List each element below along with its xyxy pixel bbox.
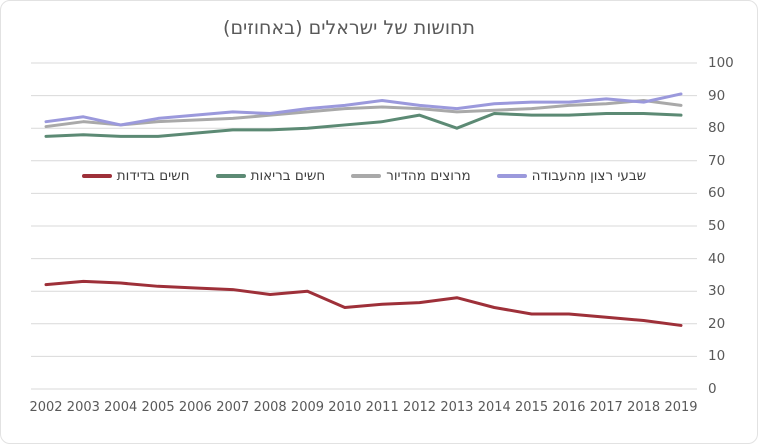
legend-swatch <box>351 174 382 178</box>
x-tick-label: 2007 <box>216 400 250 415</box>
x-tick-label: 2011 <box>365 400 399 415</box>
y-tick-label: 40 <box>708 250 726 267</box>
legend-item: חשים בדידות <box>81 168 190 184</box>
x-tick-label: 2002 <box>29 400 63 415</box>
legend-item: מרוצים מהדיור <box>351 168 471 184</box>
y-tick-label: 0 <box>708 381 717 397</box>
legend-label: חשים בדידות <box>116 168 190 184</box>
x-tick-label: 2019 <box>664 400 698 415</box>
y-tick-label: 10 <box>708 348 726 365</box>
legend-label: מרוצים מהדיור <box>386 168 471 184</box>
y-tick-label: 50 <box>708 218 726 234</box>
x-tick-label: 2010 <box>328 400 362 415</box>
x-tick-label: 2014 <box>477 400 511 415</box>
x-tick-label: 2006 <box>178 400 212 415</box>
legend-item: שבעי רצון מהעבודה <box>496 168 647 184</box>
x-tick-label: 2018 <box>627 400 661 415</box>
x-tick-label: 2017 <box>589 400 623 415</box>
y-tick-label: 90 <box>708 87 726 104</box>
series-line <box>44 112 683 138</box>
legend-swatch <box>496 174 527 178</box>
plot-area <box>31 62 697 390</box>
x-tick-label: 2012 <box>402 400 437 415</box>
y-tick-label: 70 <box>708 152 726 169</box>
x-tick-label: 2004 <box>104 400 138 415</box>
x-tick-label: 2016 <box>552 400 586 415</box>
x-tick-label: 2009 <box>290 400 325 415</box>
y-tick-label: 80 <box>708 120 726 137</box>
legend-swatch <box>215 174 246 178</box>
y-tick-label: 20 <box>708 315 726 332</box>
x-tick-label: 2013 <box>440 400 474 415</box>
x-tick-label: 2005 <box>141 400 175 415</box>
x-tick-label: 2015 <box>515 400 549 415</box>
y-axis: 0 10 20 30 40 50 60 70 80 90 100 <box>708 1 752 443</box>
series-line <box>44 98 683 129</box>
series-line <box>44 92 683 127</box>
y-tick-label: 30 <box>708 283 726 300</box>
series-line <box>44 279 683 327</box>
legend-label: שבעי רצון מהעבודה <box>531 168 647 184</box>
legend-label: חשים בריאות <box>250 168 326 184</box>
legend: חשים בדידות חשים בריאות מרוצים מהדיור שבעי … <box>31 168 697 184</box>
x-tick-label: 2003 <box>66 400 100 415</box>
y-tick-label: 60 <box>708 185 726 202</box>
legend-item: חשים בריאות <box>215 168 326 184</box>
y-tick-label: 100 <box>708 55 734 71</box>
legend-swatch <box>81 174 112 178</box>
x-tick-label: 2008 <box>253 400 287 415</box>
chart-title: תחושות של ישראלים (באחוזים) <box>223 17 475 39</box>
